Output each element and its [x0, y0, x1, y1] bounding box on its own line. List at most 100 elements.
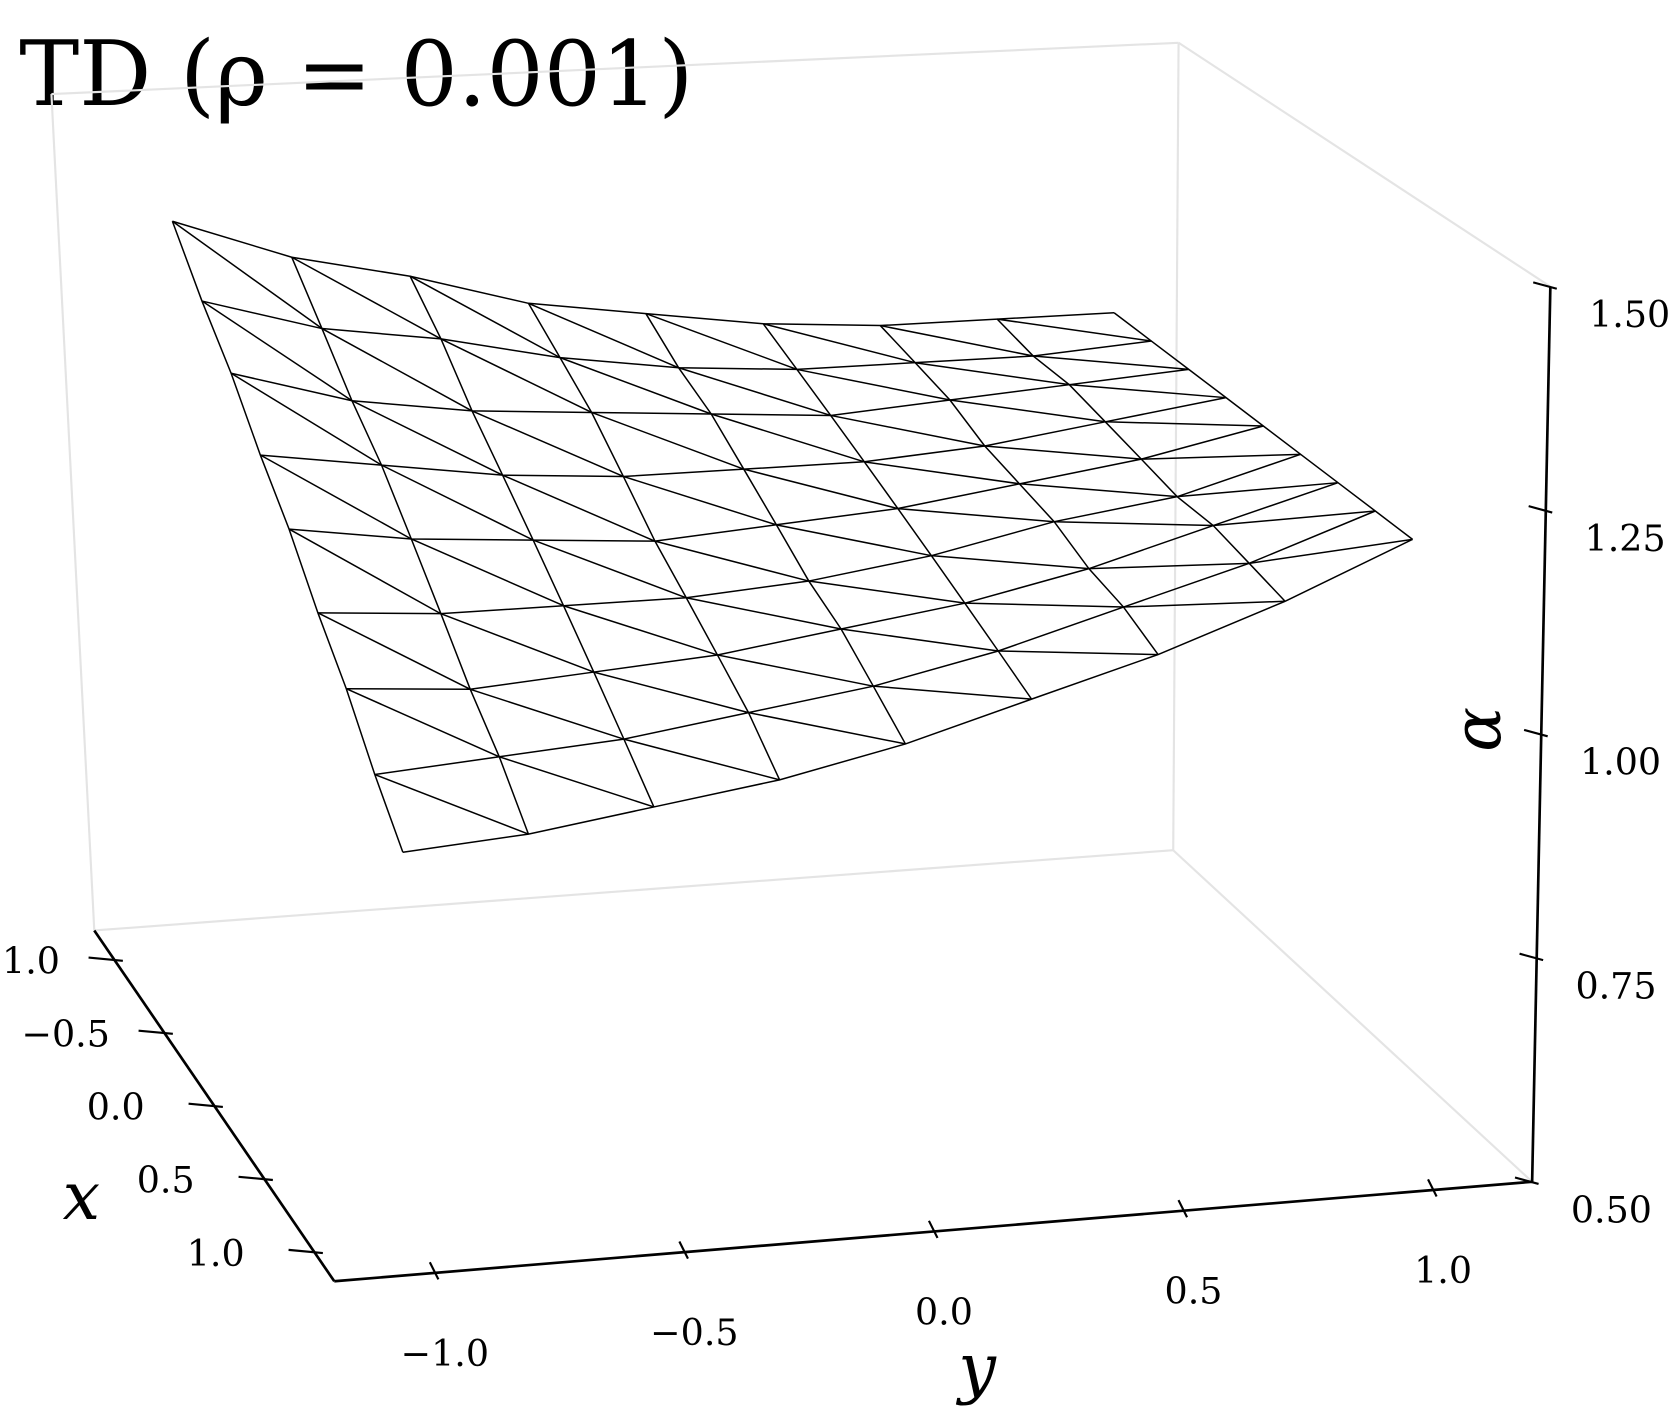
x-tick-label: 0.5	[137, 1159, 195, 1202]
mesh-diagonal	[563, 605, 718, 656]
mesh-diagonal	[502, 474, 656, 542]
mesh-diagonal	[743, 468, 899, 510]
mesh-diagonal	[593, 671, 749, 714]
x-tick	[138, 1029, 173, 1035]
z-tick-label: 1.00	[1580, 741, 1661, 784]
mesh-diagonal	[997, 318, 1152, 342]
mesh-diagonal	[1033, 355, 1189, 371]
mesh-diagonal	[984, 445, 1142, 460]
mesh-line	[762, 323, 1033, 700]
mesh-diagonal	[796, 368, 951, 401]
mesh-diagonal	[998, 650, 1159, 656]
mesh-line	[409, 275, 655, 808]
mesh-diagonal	[840, 628, 999, 652]
y-tick-label: 0.5	[1165, 1270, 1223, 1313]
mesh-diagonal	[171, 220, 323, 330]
chart-title: TD (ρ = 0.001)	[19, 23, 693, 127]
mesh-diagonal	[949, 399, 1106, 423]
x-tick-label: −1.0	[0, 939, 60, 982]
mesh-diagonal	[201, 300, 353, 402]
y-axis-label: y	[955, 1328, 997, 1406]
mesh-diagonal	[1213, 510, 1376, 527]
mesh-diagonal	[1069, 383, 1227, 399]
mesh-diagonal	[623, 738, 780, 781]
mesh-line	[260, 396, 1227, 478]
x-tick	[188, 1102, 223, 1108]
z-tick-label: 1.50	[1589, 293, 1670, 336]
pane-edge	[1172, 42, 1180, 851]
z-tick-label: 0.50	[1571, 1188, 1652, 1231]
mesh-diagonal	[654, 540, 809, 582]
mesh-line	[230, 368, 1189, 417]
pane-edge	[50, 94, 96, 931]
mesh-line	[996, 318, 1286, 602]
x-tick-label: 0.0	[87, 1086, 145, 1129]
mesh-diagonal	[411, 538, 564, 607]
y-tick	[927, 1220, 939, 1239]
mesh-diagonal	[1019, 483, 1178, 498]
mesh-line	[171, 221, 404, 853]
mesh-diagonal	[532, 539, 687, 599]
mesh-diagonal	[776, 524, 932, 557]
mesh-diagonal	[440, 613, 595, 673]
mesh-diagonal	[288, 528, 442, 615]
z-tick	[1514, 1176, 1539, 1185]
y-tick	[1427, 1178, 1438, 1197]
y-tick-label: 0.0	[915, 1290, 973, 1333]
mesh-line	[402, 538, 1413, 854]
z-tick	[1532, 281, 1558, 290]
z-tick-label: 0.75	[1575, 965, 1656, 1008]
mesh-diagonal	[559, 356, 712, 415]
mesh-diagonal	[686, 597, 842, 630]
x-axis-label: x	[63, 1157, 100, 1235]
mesh-line	[291, 256, 530, 835]
mesh-diagonal	[470, 688, 625, 740]
mesh-diagonal	[830, 414, 985, 447]
pane-edge	[51, 41, 1179, 96]
mesh-diagonal	[528, 302, 679, 369]
mesh-diagonal	[409, 275, 561, 359]
mesh-diagonal	[471, 410, 624, 478]
mesh-diagonal	[623, 475, 777, 526]
mesh-diagonal	[1177, 481, 1339, 498]
mesh-line	[317, 453, 1301, 615]
y-tick-label: 1.0	[1414, 1249, 1472, 1292]
mesh-diagonal	[230, 372, 382, 466]
mesh-diagonal	[873, 685, 1032, 700]
z-tick	[1523, 728, 1548, 738]
mesh-diagonal	[748, 711, 906, 745]
mesh-diagonal	[710, 413, 865, 463]
mesh-diagonal	[1054, 520, 1214, 527]
y-tick	[428, 1261, 440, 1280]
mesh-diagonal	[1249, 538, 1413, 565]
mesh-diagonal	[591, 411, 745, 470]
z-tick	[1528, 505, 1553, 514]
mesh-diagonal	[678, 367, 831, 417]
mesh-diagonal	[808, 580, 965, 604]
mesh-diagonal	[763, 323, 916, 364]
mesh-diagonal	[645, 312, 798, 371]
mesh-diagonal	[964, 602, 1124, 608]
mesh-diagonal	[897, 507, 1055, 523]
mesh-diagonal	[1141, 453, 1301, 460]
x-tick-label: −0.5	[22, 1013, 110, 1056]
mesh-diagonal	[381, 464, 534, 541]
z-tick	[1519, 952, 1544, 962]
y-tick-label: −0.5	[650, 1311, 738, 1354]
mesh-diagonal	[880, 324, 1034, 357]
x-tick	[88, 956, 123, 962]
mesh-line	[645, 313, 907, 745]
mesh-diagonal	[1123, 600, 1286, 608]
z-tick-label: 1.25	[1585, 517, 1666, 560]
pane-edge	[94, 849, 1174, 932]
mesh-diagonal	[440, 338, 592, 414]
mesh-diagonal	[1088, 562, 1250, 570]
mesh-diagonal	[1105, 421, 1264, 427]
y-tick	[678, 1241, 689, 1260]
mesh-line	[201, 300, 1152, 371]
mesh-diagonal	[914, 361, 1070, 386]
mesh-diagonal	[931, 554, 1089, 570]
mesh-line	[374, 510, 1376, 776]
mesh-diagonal	[351, 400, 503, 476]
